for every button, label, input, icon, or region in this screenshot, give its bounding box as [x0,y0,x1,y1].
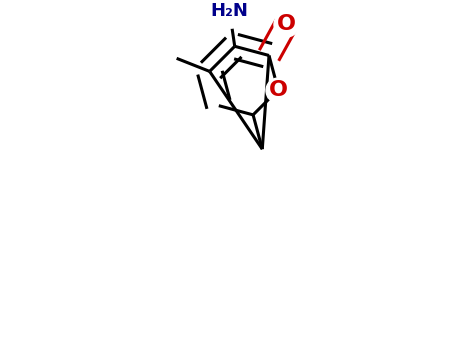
Text: H₂N: H₂N [211,2,248,20]
Text: O: O [277,14,296,34]
Text: O: O [269,80,288,100]
